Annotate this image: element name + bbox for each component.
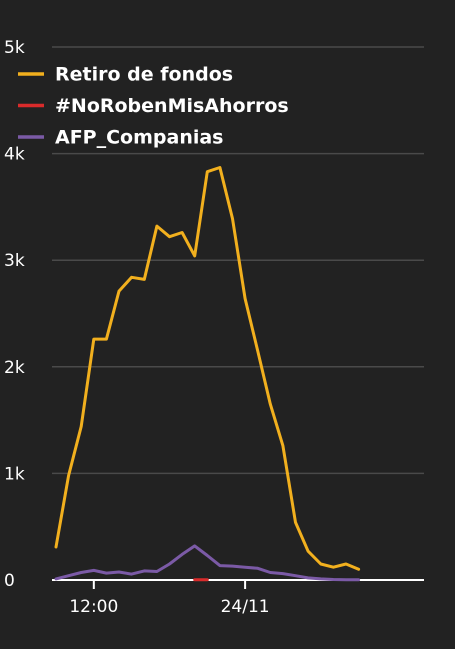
y-tick-label: 4k: [4, 145, 25, 165]
series-line-2[interactable]: [54, 544, 361, 582]
series-line-0[interactable]: [54, 166, 361, 571]
legend-label[interactable]: #NoRobenMisAhorros: [55, 95, 289, 117]
series-lines: [54, 166, 361, 582]
y-tick-label: 2k: [4, 358, 25, 378]
x-tick-label: 24/11: [221, 597, 270, 617]
y-tick-label: 3k: [4, 251, 25, 271]
legend-label[interactable]: Retiro de fondos: [55, 64, 233, 86]
x-tick-label: 12:00: [69, 597, 118, 617]
y-tick-label: 0: [4, 571, 15, 591]
legend: Retiro de fondos #NoRobenMisAhorros AFP_Co…: [18, 64, 289, 149]
axis: 0 1k 2k 3k 4k 5k 12:00 24/11: [4, 38, 424, 617]
y-tick-label: 5k: [4, 38, 25, 58]
legend-label[interactable]: AFP_Companias: [55, 127, 224, 149]
y-tick-label: 1k: [4, 464, 25, 484]
